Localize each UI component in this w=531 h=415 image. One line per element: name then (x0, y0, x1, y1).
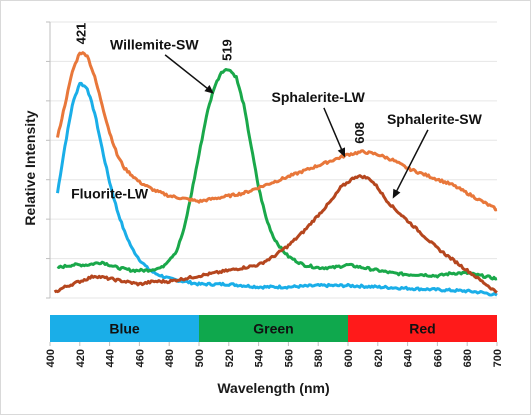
x-tick-label: 660 (432, 349, 444, 367)
annotation-willemite-sw: Willemite-SW (110, 37, 199, 53)
annotation-arrow-sphalerite-lw (323, 107, 343, 152)
x-tick-label: 620 (373, 349, 385, 367)
x-tick-label: 520 (224, 349, 236, 367)
x-tick-label: 460 (134, 349, 146, 367)
color-band-green (199, 315, 348, 342)
annotation-arrow-willemite-sw (164, 54, 209, 90)
peak-label-608: 608 (352, 122, 367, 144)
peak-label-421: 421 (73, 23, 88, 45)
annotation-layer: Willemite-SW Sphalerite-LW Sphalerite-SW Fl… (71, 23, 483, 202)
x-tick-label: 440 (105, 349, 117, 367)
arrowhead-willemite-sw (204, 84, 214, 94)
color-band-label-red: Red (409, 321, 435, 337)
color-band-blue (50, 315, 199, 342)
color-band-label-blue: Blue (109, 321, 140, 337)
series-line-willemite-sw (56, 68, 498, 281)
plot-axes (46, 21, 51, 299)
x-tick-label: 480 (164, 349, 176, 367)
series-line-sphalerite-sw (53, 174, 498, 294)
x-axis-title: Wavelength (nm) (217, 380, 329, 396)
series-layer (53, 51, 498, 297)
annotation-fluorite-lw: Fluorite-LW (71, 186, 149, 202)
x-tick-label: 560 (283, 349, 295, 367)
annotation-sphalerite-lw: Sphalerite-LW (272, 89, 366, 105)
x-tick-label: 400 (45, 349, 57, 367)
x-tick-label: 600 (343, 349, 355, 367)
x-tick-label: 420 (75, 349, 87, 367)
x-tick-label: 680 (462, 349, 474, 367)
series-line-sphalerite-lw (56, 51, 498, 212)
x-tick-label: 640 (403, 349, 415, 367)
x-tick-label: 700 (492, 349, 504, 367)
y-axis-title: Relative Intensity (22, 110, 38, 225)
color-band-bar: Blue Green Red (50, 315, 497, 342)
arrowhead-sphalerite-lw (337, 147, 346, 158)
annotation-sphalerite-sw: Sphalerite-SW (387, 111, 483, 127)
x-tick-label: 580 (313, 349, 325, 367)
x-tick-label: 540 (254, 349, 266, 367)
x-tick-label: 500 (194, 349, 206, 367)
color-band-label-green: Green (253, 321, 293, 337)
annotation-arrow-sphalerite-sw (395, 129, 429, 193)
x-tick-labels: 400 420 440 460 480 500 520 540 560 580 600 620 640 6… (45, 342, 504, 367)
arrowhead-sphalerite-sw (392, 188, 401, 199)
peak-label-519: 519 (219, 39, 234, 61)
grid-lines (50, 21, 497, 299)
series-line-fluorite-lw (56, 81, 498, 297)
color-band-red (348, 315, 497, 342)
